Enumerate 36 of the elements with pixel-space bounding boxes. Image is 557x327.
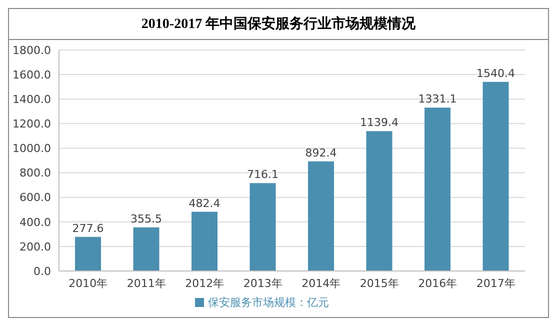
x-tick-label: 2013年 <box>243 276 282 290</box>
y-tick-label: 800.0 <box>20 166 51 180</box>
chart-title: 2010-2017 年中国保安服务行业市场规模情况 <box>8 8 549 40</box>
x-tick-label: 2010年 <box>68 276 108 290</box>
y-tick-label: 1600.0 <box>12 68 51 82</box>
x-tick-label: 2011年 <box>126 276 166 290</box>
data-label: 716.1 <box>247 168 278 182</box>
data-label: 1540.4 <box>476 66 515 80</box>
y-tick-label: 400.0 <box>20 216 51 229</box>
x-tick-label: 2012年 <box>185 276 224 290</box>
bar <box>482 82 509 271</box>
bar <box>192 212 218 271</box>
y-tick-label: 0.0 <box>34 264 51 278</box>
data-label: 892.4 <box>305 146 337 160</box>
bar <box>308 161 334 271</box>
legend-label: 保安服务市场规模：亿元 <box>208 296 329 309</box>
y-tick-label: 1800.0 <box>12 44 51 57</box>
y-tick-label: 200.0 <box>20 240 51 254</box>
y-tick-label: 1000.0 <box>12 142 51 156</box>
bar <box>366 131 392 271</box>
bar <box>133 227 160 271</box>
data-label: 355.5 <box>130 212 162 226</box>
bar <box>75 236 101 271</box>
y-tick-label: 1400.0 <box>12 93 51 106</box>
data-label: 277.6 <box>72 222 104 235</box>
y-tick-label: 1200.0 <box>12 118 51 131</box>
x-tick-label: 2016年 <box>418 276 458 290</box>
x-tick-label: 2017年 <box>476 276 516 290</box>
data-label: 1139.4 <box>360 116 398 130</box>
data-label: 482.4 <box>188 196 220 210</box>
bar <box>424 108 450 271</box>
bar <box>250 183 276 271</box>
x-tick-label: 2015年 <box>360 276 399 290</box>
x-tick-label: 2014年 <box>302 276 341 290</box>
y-tick-label: 600.0 <box>20 191 51 204</box>
data-label: 1331.1 <box>418 92 457 106</box>
